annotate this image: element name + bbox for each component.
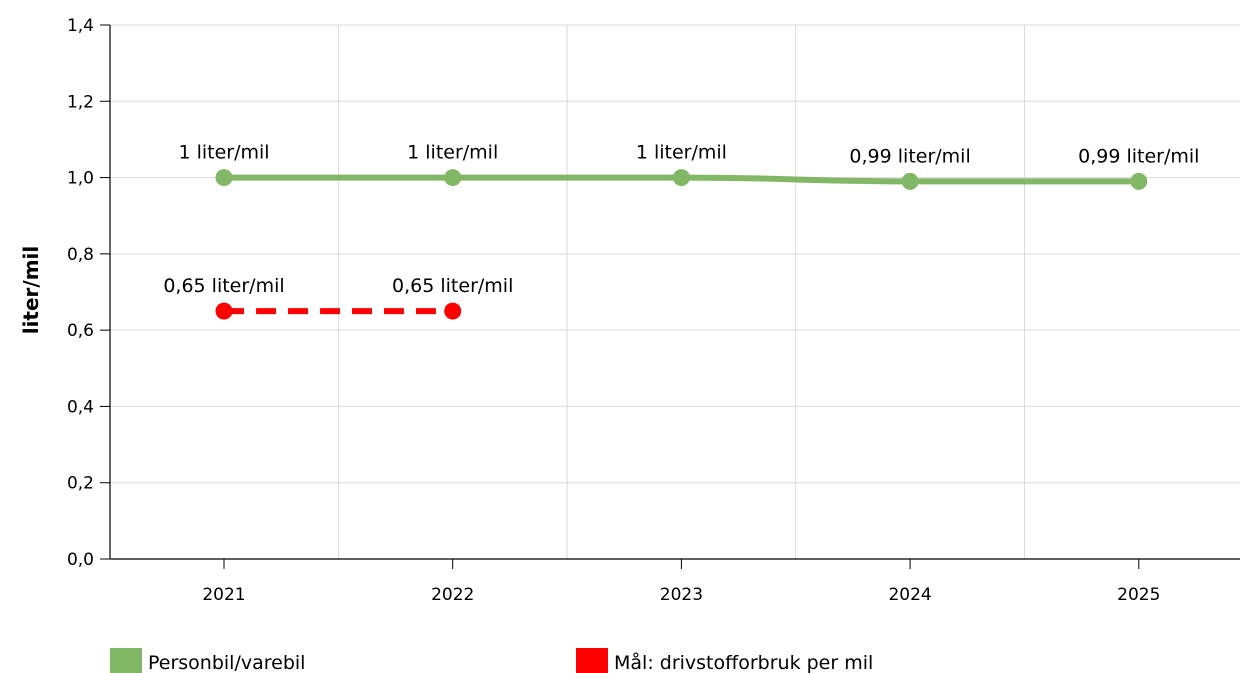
y-tick-label: 1,0	[67, 169, 94, 189]
x-tick-label: 2024	[888, 585, 931, 605]
y-tick-label: 0,8	[67, 245, 94, 265]
legend-label: Mål: drivstofforbruk per mil	[614, 651, 873, 673]
data-label: 0,65 liter/mil	[163, 275, 284, 297]
x-tick-label: 2022	[431, 585, 474, 605]
x-tick-label: 2021	[202, 585, 245, 605]
legend-swatch	[110, 648, 142, 673]
data-label: 0,99 liter/mil	[849, 145, 970, 167]
x-tick-label: 2025	[1117, 585, 1160, 605]
legend[interactable]: Personbil/varebil Mål: drivstofforbruk pe…	[110, 648, 873, 673]
data-point[interactable]	[901, 172, 919, 190]
data-label: 1 liter/mil	[407, 142, 498, 164]
data-label: 1 liter/mil	[636, 142, 727, 164]
legend-label: Personbil/varebil	[148, 652, 305, 673]
data-label: 0,99 liter/mil	[1078, 145, 1199, 167]
data-point[interactable]	[215, 302, 233, 320]
legend-item[interactable]: Personbil/varebil	[110, 648, 305, 673]
y-tick-label: 0,6	[67, 321, 94, 341]
data-point[interactable]	[444, 169, 462, 187]
y-tick-label: 0,2	[67, 474, 94, 494]
y-axis-ticks: 0,0 0,2 0,4 0,6 0,8 1,0 1,2 1,4	[67, 16, 110, 570]
data-point[interactable]	[672, 169, 690, 187]
legend-item[interactable]: Mål: drivstofforbruk per mil	[576, 648, 873, 673]
y-axis-label: liter/mil	[19, 246, 43, 335]
y-tick-label: 1,2	[67, 92, 94, 112]
data-label: 1 liter/mil	[178, 142, 269, 164]
data-point[interactable]	[215, 169, 233, 187]
x-axis-ticks: 2021 2022 2023 2024 2025	[202, 559, 1160, 605]
data-label: 0,65 liter/mil	[392, 275, 513, 297]
y-tick-label: 0,4	[67, 397, 94, 417]
data-point[interactable]	[444, 302, 462, 320]
axes	[109, 25, 1240, 560]
y-tick-label: 1,4	[67, 16, 94, 36]
legend-swatch	[576, 648, 608, 673]
data-point[interactable]	[1130, 172, 1148, 190]
x-tick-label: 2023	[660, 585, 703, 605]
series-group	[215, 169, 1148, 320]
data-labels: 1 liter/mil 1 liter/mil 1 liter/mil 0,99 li…	[163, 142, 1199, 298]
y-tick-label: 0,0	[67, 550, 94, 570]
